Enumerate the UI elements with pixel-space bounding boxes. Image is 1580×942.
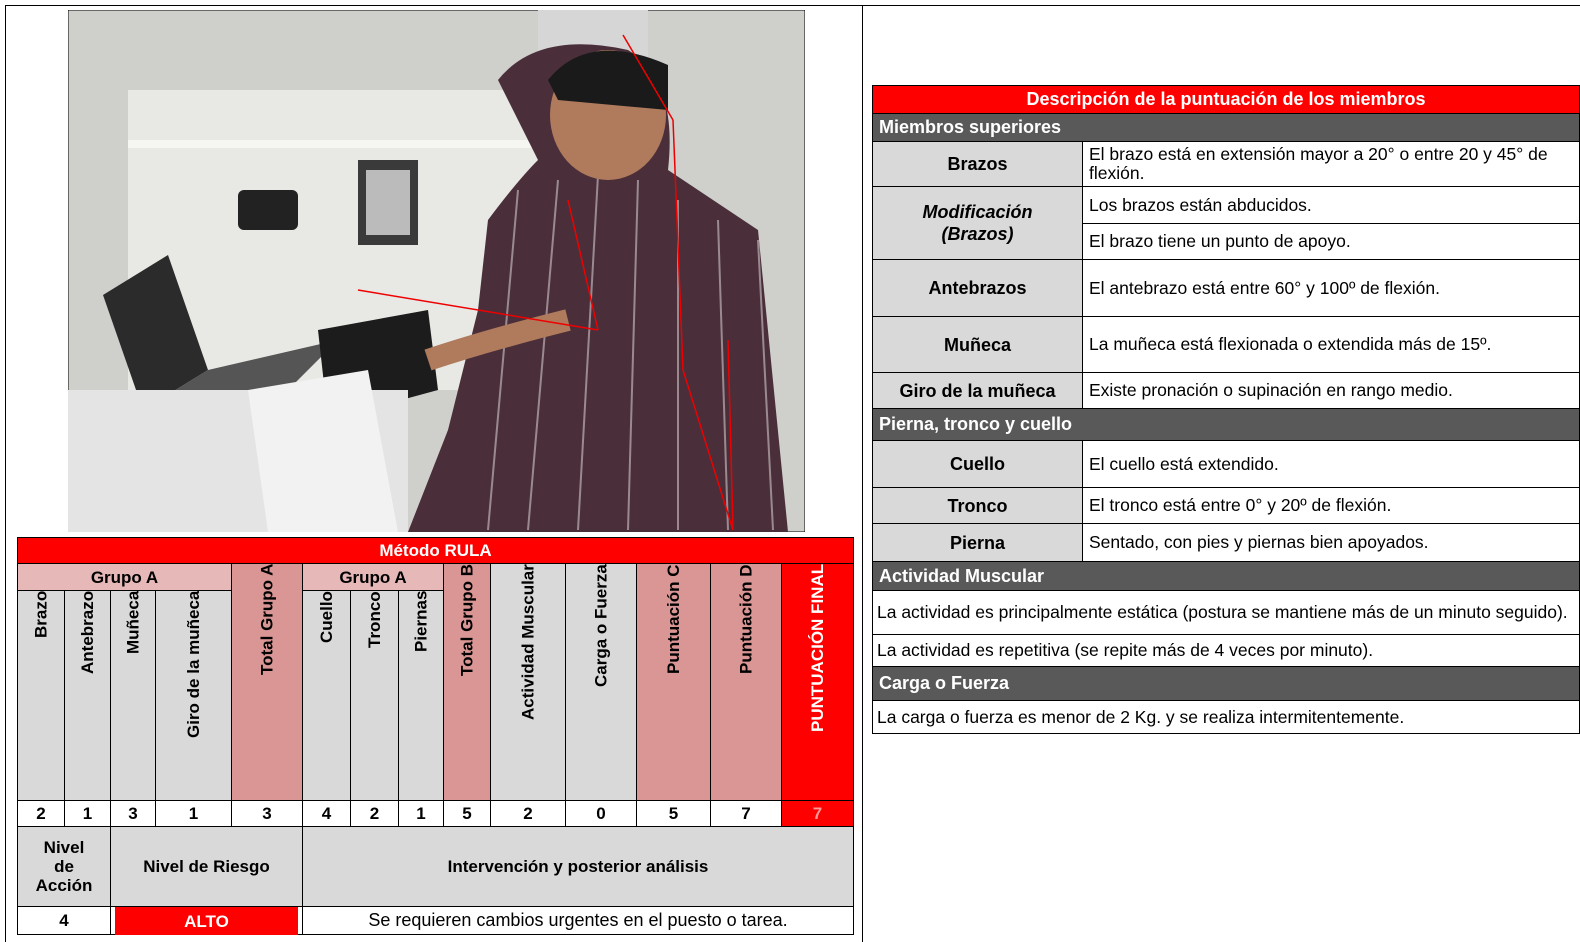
limb-description: Existe pronación o supinación en rango m…: [1082, 372, 1580, 409]
limb-description: El brazo está en extensión mayor a 20° o…: [1082, 141, 1580, 187]
score-value: 4: [302, 800, 351, 827]
column-header: Total Grupo B: [443, 563, 491, 801]
column-header: PUNTUACIÓN FINAL: [781, 563, 854, 801]
score-value: 3: [110, 800, 156, 827]
limb-label: Pierna: [872, 523, 1083, 562]
score-value: 7: [781, 800, 854, 827]
risk-header: Nivel de Acción: [17, 826, 111, 907]
score-value: 2: [17, 800, 65, 827]
column-header: Carga o Fuerza: [565, 563, 637, 801]
column-header: Actividad Muscular: [490, 563, 566, 801]
score-value: 3: [231, 800, 303, 827]
limb-label: Giro de la muñeca: [872, 372, 1083, 409]
risk-header: Intervención y posterior análisis: [302, 826, 854, 907]
section-text: La carga o fuerza es menor de 2 Kg. y se…: [872, 700, 1580, 734]
limb-label: Brazos: [872, 141, 1083, 187]
limb-label: Modificación (Brazos): [872, 186, 1083, 260]
section-text: La actividad es principalmente estática …: [872, 590, 1580, 635]
column-header: Giro de la muñeca: [155, 590, 232, 801]
limb-label: Cuello: [872, 440, 1083, 488]
column-header: Puntuación D: [710, 563, 782, 801]
score-value: 2: [490, 800, 566, 827]
limb-description: La muñeca está flexionada o extendida má…: [1082, 316, 1580, 373]
description-title: Descripción de la puntuación de los miem…: [872, 85, 1580, 114]
section-text: La actividad es repetitiva (se repite má…: [872, 634, 1580, 667]
intervention: Se requieren cambios urgentes en el pues…: [302, 906, 854, 935]
section-heading: Miembros superiores: [872, 113, 1580, 142]
column-header: Antebrazo: [64, 590, 111, 801]
column-header: Piernas: [398, 590, 444, 801]
column-header: Cuello: [302, 590, 351, 801]
score-value: 0: [565, 800, 637, 827]
column-header: Brazo: [17, 590, 65, 801]
limb-description: Los brazos están abducidos.: [1082, 186, 1580, 224]
score-value: 5: [636, 800, 711, 827]
photo: [68, 10, 805, 532]
action-level: 4: [17, 906, 111, 935]
section-heading: Carga o Fuerza: [872, 666, 1580, 701]
risk-level: ALTO: [115, 907, 298, 935]
group-header: Grupo A: [17, 563, 232, 591]
limb-description: El cuello está extendido.: [1082, 440, 1580, 488]
score-value: 1: [398, 800, 444, 827]
limb-description: Sentado, con pies y piernas bien apoyado…: [1082, 523, 1580, 562]
score-value: 5: [443, 800, 491, 827]
section-heading: Actividad Muscular: [872, 561, 1580, 591]
risk-header: Nivel de Riesgo: [110, 826, 303, 907]
column-header: Tronco: [350, 590, 399, 801]
limb-description: El tronco está entre 0° y 20º de flexión…: [1082, 487, 1580, 524]
column-header: Total Grupo A: [231, 563, 303, 801]
right-cell: [862, 5, 1580, 942]
limb-description: El brazo tiene un punto de apoyo.: [1082, 223, 1580, 260]
section-heading: Pierna, tronco y cuello: [872, 408, 1580, 441]
group-header: Grupo A: [302, 563, 444, 591]
limb-description: El antebrazo está entre 60° y 100º de fl…: [1082, 259, 1580, 317]
score-value: 1: [64, 800, 111, 827]
column-header: Puntuación C: [636, 563, 711, 801]
limb-label: Tronco: [872, 487, 1083, 524]
limb-label: Muñeca: [872, 316, 1083, 373]
score-value: 2: [350, 800, 399, 827]
score-value: 1: [155, 800, 232, 827]
score-value: 7: [710, 800, 782, 827]
rula-title: Método RULA: [17, 537, 854, 564]
column-header: Muñeca: [110, 590, 156, 801]
limb-label: Antebrazos: [872, 259, 1083, 317]
